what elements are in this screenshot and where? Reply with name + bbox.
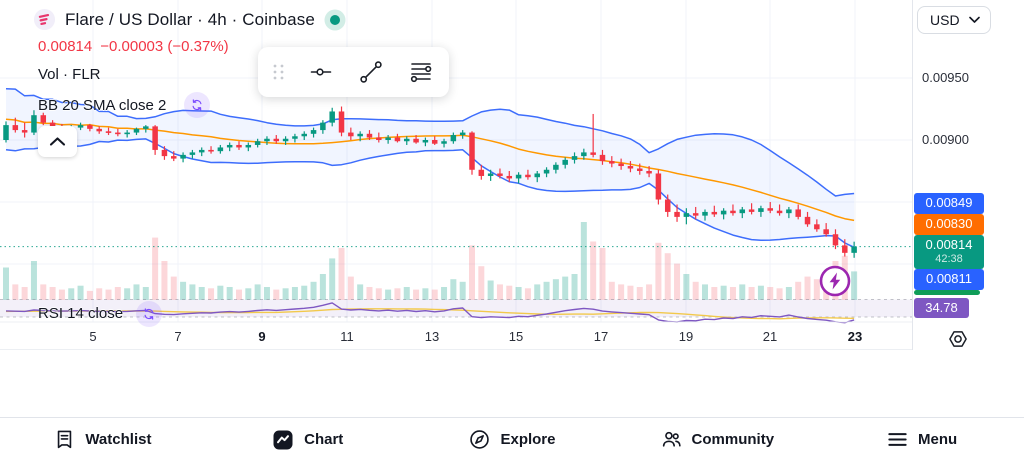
hamburger-menu-icon — [888, 433, 907, 446]
horizontal-line-icon — [310, 68, 332, 76]
nav-explore[interactable]: Explore — [410, 418, 615, 461]
chevron-down-icon — [969, 16, 980, 23]
flare-logo-icon — [33, 8, 56, 31]
price-change: −0.00003 (−0.37%) — [100, 38, 229, 55]
last-price: 0.00814 — [38, 38, 93, 55]
horizontal-line-tool-button[interactable] — [307, 58, 335, 86]
collapse-legend-button[interactable] — [38, 126, 77, 157]
nav-label: Watchlist — [85, 431, 152, 448]
time-axis-label: 21 — [762, 329, 778, 344]
rsi-loading-spinner — [136, 301, 162, 327]
price-axis[interactable]: USD 0.00950 0.00900 0.00849 0.00830 0.00814… — [912, 0, 1024, 350]
chart-zone: Flare / US Dollar · 4h · Coinbase 0.0081… — [0, 0, 912, 350]
time-axis-label: 15 — [508, 329, 524, 344]
nav-menu[interactable]: Menu — [819, 418, 1024, 461]
refresh-icon — [144, 308, 154, 320]
nav-watchlist[interactable]: Watchlist — [0, 418, 205, 461]
time-axis-label: 11 — [340, 329, 354, 344]
price-badge: 0.00814 42:38 — [914, 235, 984, 269]
symbol-title: Flare / US Dollar · 4h · Coinbase — [65, 9, 315, 29]
price-badge-strip — [914, 290, 980, 295]
volume-indicator-label[interactable]: Vol · FLR — [38, 66, 101, 83]
time-axis-label: 9 — [258, 329, 266, 344]
chart-canvas[interactable] — [0, 0, 912, 350]
refresh-icon — [192, 99, 202, 111]
trend-line-tool-button[interactable] — [357, 58, 385, 86]
bb-indicator-label[interactable]: BB 20 SMA close 2 — [38, 97, 167, 114]
price-badge: 0.00811 — [914, 269, 984, 290]
nav-label: Community — [691, 431, 775, 448]
flash-boost-button[interactable] — [817, 263, 853, 299]
parallel-lines-icon — [410, 63, 432, 83]
compass-icon — [470, 430, 490, 449]
lightning-icon — [819, 265, 851, 297]
currency-value: USD — [930, 12, 960, 28]
nav-label: Explore — [500, 431, 556, 448]
people-icon — [662, 431, 681, 447]
chevron-up-icon — [49, 137, 66, 146]
rsi-indicator-label[interactable]: RSI 14 close — [38, 305, 124, 322]
price-badge: 0.00849 — [914, 193, 984, 214]
price-axis-label: 0.00900 — [922, 132, 969, 147]
time-axis-label: 23 — [847, 329, 863, 344]
time-axis-label: 5 — [89, 329, 97, 344]
trend-line-icon — [360, 61, 382, 83]
time-axis-label: 19 — [678, 329, 694, 344]
drag-handle-icon[interactable] — [272, 62, 285, 82]
price-badge: 34.78 — [914, 298, 969, 318]
price-axis-label: 0.00950 — [922, 70, 969, 85]
nav-label: Menu — [918, 431, 958, 448]
time-axis-label: 13 — [424, 329, 440, 344]
symbol-header[interactable]: Flare / US Dollar · 4h · Coinbase — [33, 8, 346, 31]
nav-community[interactable]: Community — [614, 418, 819, 461]
nav-label: Chart — [304, 431, 344, 448]
time-axis-label: 17 — [593, 329, 609, 344]
watchlist-icon — [58, 430, 72, 449]
currency-selector[interactable]: USD — [917, 6, 991, 34]
gear-icon — [949, 331, 967, 347]
floating-drawing-toolbar — [258, 47, 449, 97]
chart-toolbar: USDJPY 1h FLRUSD 4h DXY 1D — [0, 350, 1024, 417]
nav-chart[interactable]: Chart — [205, 418, 410, 461]
parallel-lines-tool-button[interactable] — [407, 58, 435, 86]
chart-settings-button[interactable] — [946, 327, 970, 351]
price-row: 0.00814 −0.00003 (−0.37%) — [38, 38, 229, 55]
price-badge: 0.00830 — [914, 214, 984, 235]
chart-icon — [273, 430, 293, 449]
bottom-navigation: Watchlist Chart Explore Community — [0, 417, 1024, 461]
market-status-icon — [324, 9, 346, 30]
bb-loading-spinner — [184, 92, 210, 118]
time-axis-label: 7 — [174, 329, 182, 344]
